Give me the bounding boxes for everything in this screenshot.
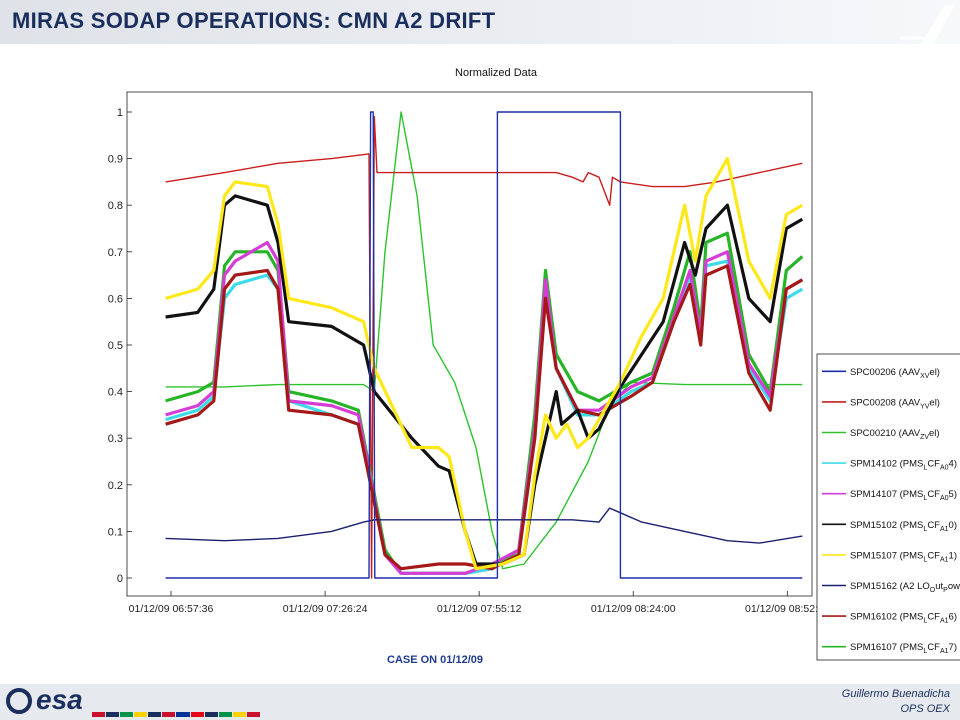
series-line — [165, 115, 803, 579]
x-tick-label: 01/12/09 07:55:12 — [437, 603, 522, 615]
x-tick-label: 01/12/09 08:24:00 — [591, 603, 676, 615]
flag-swatch — [232, 712, 246, 717]
x-tick-label: 01/12/09 08:52:48 — [745, 603, 830, 615]
flag-swatch — [204, 712, 218, 717]
series-line — [165, 259, 804, 575]
flag-swatch — [218, 712, 232, 717]
y-tick-label: 0.1 — [108, 526, 123, 538]
y-tick-label: 0.6 — [108, 293, 123, 305]
esa-logo-text: esa — [36, 684, 83, 715]
page-title: MIRAS SODAP OPERATIONS: CMN A2 DRIFT — [12, 8, 496, 33]
flag-swatch — [134, 712, 148, 717]
y-tick-label: 1 — [117, 107, 123, 119]
flag-swatch — [120, 712, 134, 717]
plot-area — [126, 91, 813, 597]
legend-entry: SPC00206 (AAVXVel) — [850, 367, 940, 380]
legend-entry: SPC00210 (AAVZVel) — [850, 428, 940, 441]
y-tick-label: 0.8 — [108, 200, 123, 212]
author-block: Guillermo Buenadicha OPS OEX — [842, 687, 950, 717]
y-tick-label: 0.2 — [108, 480, 123, 492]
legend-entry: SPM14107 (PMSLCFA05) — [850, 489, 957, 502]
y-tick-label: 0.3 — [108, 433, 123, 445]
title-bar: MIRAS SODAP OPERATIONS: CMN A2 DRIFT — [0, 0, 960, 44]
x-tick-label: 01/12/09 07:26:24 — [283, 603, 368, 615]
flag-swatch — [246, 712, 260, 717]
series-line — [165, 111, 803, 570]
series-line — [165, 156, 804, 571]
y-tick-label: 0 — [117, 573, 123, 585]
legend-entry: SPM16107 (PMSLCFA17) — [850, 642, 957, 655]
y-axis: 0 0.1 0.2 0.3 0.4 0.5 0.6 0.7 0.8 0.9 1 — [108, 107, 132, 585]
esa-logo-icon — [6, 688, 32, 714]
legend-entry: SPM15162 (A2 LOOutPowe — [850, 581, 960, 594]
legend-entry: SPM15107 (PMSLCFA11) — [850, 550, 957, 563]
legend: SPC00206 (AAVXVel) SPC00208 (AAVYVel) SPC0… — [816, 353, 960, 661]
legend-entry: SPM14102 (PMSLCFA04) — [850, 459, 957, 472]
flag-swatch — [92, 712, 106, 717]
flag-swatch — [190, 712, 204, 717]
author-dept: OPS OEX — [900, 703, 950, 715]
flag-swatch — [148, 712, 162, 717]
author-name: Guillermo Buenadicha — [841, 688, 950, 700]
x-axis: 01/12/09 06:57:36 01/12/09 07:26:24 01/12/… — [129, 591, 830, 615]
series-line — [165, 507, 803, 544]
y-tick-label: 0.9 — [108, 154, 123, 166]
legend-box — [816, 353, 960, 661]
y-tick-label: 0.4 — [108, 387, 123, 399]
y-tick-label: 0.7 — [108, 247, 123, 259]
member-flags — [92, 712, 260, 717]
flag-swatch — [162, 712, 176, 717]
flag-swatch — [176, 712, 190, 717]
legend-entry: SPM15102 (PMSLCFA10) — [850, 520, 957, 533]
watermark-logo-icon — [865, 5, 955, 50]
legend-entry: SPC00208 (AAVYVel) — [850, 397, 940, 410]
series-line — [165, 264, 804, 571]
normalized-data-chart: Normalized Data 0 0.1 0.2 0.3 0.4 0.5 0.6 0.7 0.… — [108, 67, 960, 661]
series-layer — [165, 111, 804, 579]
chart-title: Normalized Data — [455, 67, 538, 79]
x-tick-label: 01/12/09 06:57:36 — [129, 603, 214, 615]
series-line — [165, 240, 804, 575]
series-line — [165, 111, 803, 579]
y-tick-label: 0.5 — [108, 340, 123, 352]
flag-swatch — [106, 712, 120, 717]
case-caption: CASE ON 01/12/09 — [387, 654, 483, 666]
legend-entry: SPM16102 (PMSLCFA16) — [850, 612, 957, 625]
